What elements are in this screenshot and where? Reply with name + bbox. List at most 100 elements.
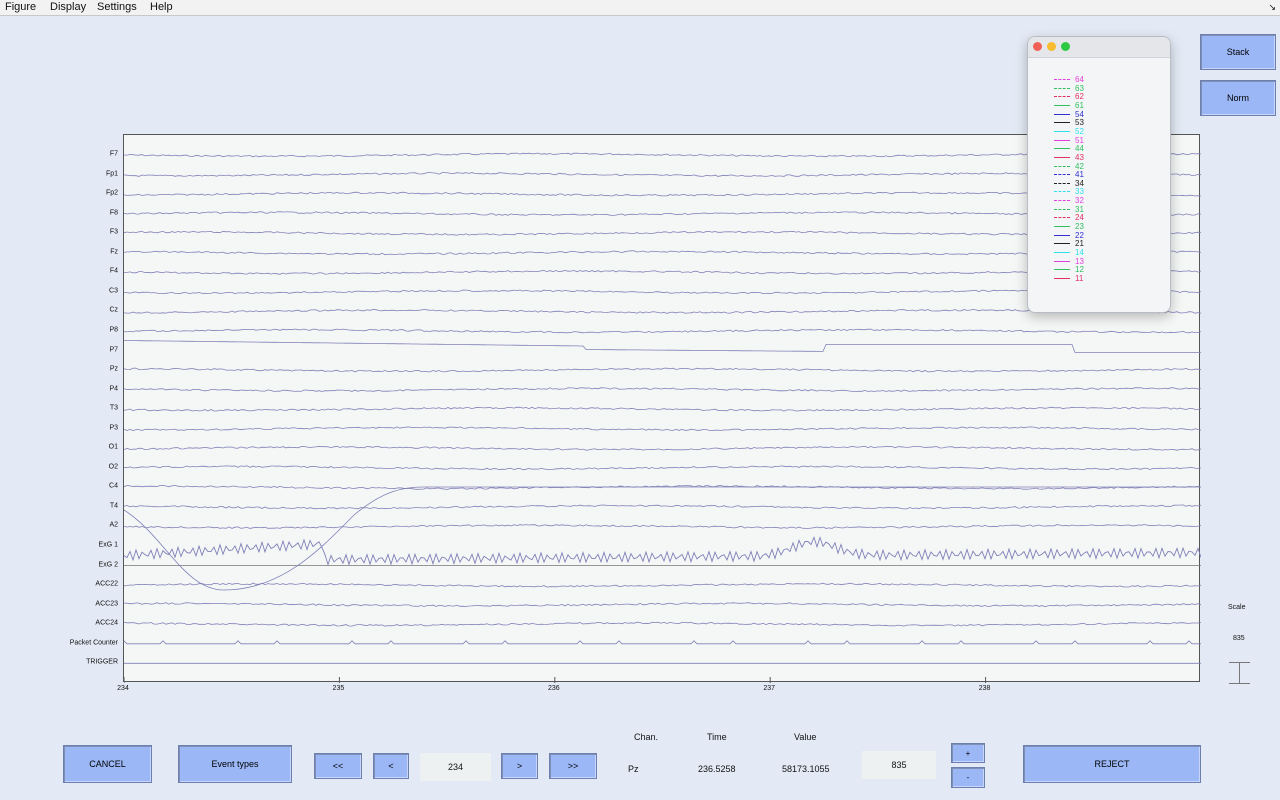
legend-swatch [1054,156,1070,158]
scale-plus-button[interactable]: + [951,743,985,763]
legend-swatch [1054,96,1070,98]
legend-label: 42 [1075,161,1084,171]
channel-trace [124,367,1201,373]
channel-label: ExG 2 [98,561,118,569]
legend-label: 32 [1075,196,1084,206]
legend-swatch [1054,200,1070,202]
legend-swatch [1054,148,1070,150]
channel-label: ACC24 [95,619,118,627]
channel-label: T3 [109,404,118,412]
close-icon[interactable] [1033,42,1042,51]
legend-label: 63 [1075,83,1084,93]
channel-label: Pz [109,365,118,373]
menu-figure[interactable]: Figure [5,1,37,13]
legend-label: 31 [1075,204,1084,214]
legend-label: 14 [1075,248,1084,257]
position-input[interactable]: 234 [420,753,491,781]
legend-label: 53 [1075,118,1084,128]
channel-label: Fp2 [105,189,118,197]
legend-label: 43 [1075,152,1084,162]
channel-label: C3 [109,287,118,295]
x-tick-label: 238 [978,685,991,692]
channel-trace [124,524,1201,529]
channel-label: A2 [109,521,118,529]
scale-bar [1229,662,1250,684]
eeg-plot-area[interactable] [123,134,1201,683]
minimize-icon[interactable] [1047,42,1056,51]
channel-label: Cz [109,306,118,314]
legend-swatch [1054,260,1070,262]
legend-label: 23 [1075,222,1084,232]
legend-swatch [1054,234,1070,236]
legend-label: 52 [1075,126,1084,136]
prev-page-button[interactable]: < [373,753,409,779]
legend-swatch [1054,277,1070,279]
channel-trace [124,269,1201,275]
channel-label: P4 [109,385,118,393]
channel-trace [124,465,1201,471]
menu-display[interactable]: Display [50,1,87,13]
last-page-button[interactable]: >> [549,753,597,779]
x-tick-label: 236 [547,685,560,692]
legend-swatch [1054,191,1070,193]
channel-label: O1 [108,443,118,451]
legend-swatch [1054,174,1070,176]
legend-label: 22 [1075,230,1084,240]
channel-label: O2 [108,463,118,471]
time-header: Time [707,732,727,742]
legend-window[interactable]: 64 63 62 61 54 53 52 51 44 43 42 41 34 33 32 31 24 23 22 21… [1027,36,1171,313]
stack-button[interactable]: Stack [1200,34,1276,70]
x-tick-label: 234 [117,685,129,692]
legend-swatch [1054,130,1070,132]
channel-trace [124,289,1201,295]
channel-trace [124,211,1201,216]
legend-swatch [1054,182,1070,184]
legend-label: 41 [1075,170,1084,180]
legend-swatch [1054,252,1070,253]
channel-label: TRIGGER [86,658,118,666]
channel-trace [124,484,1201,490]
legend-swatch [1054,139,1070,141]
legend-swatch [1054,87,1070,89]
event-types-button[interactable]: Event types [178,745,292,783]
channel-trace [124,250,1201,256]
channel-label: ACC23 [95,600,118,608]
channel-label: ACC22 [95,580,118,588]
maximize-icon[interactable] [1061,42,1070,51]
scale-minus-button[interactable]: - [951,767,985,788]
legend-swatch [1054,122,1070,124]
legend-swatch [1054,217,1070,219]
channel-label: P8 [109,326,118,334]
menu-settings[interactable]: Settings [97,1,137,13]
channel-trace [124,602,1201,608]
scale-input[interactable]: 835 [862,751,936,779]
channel-label: C4 [109,482,118,490]
legend-swatch [1054,104,1070,106]
norm-button[interactable]: Norm [1200,80,1276,116]
legend-swatch [1054,79,1070,80]
channel-label: Fp1 [105,170,118,178]
cancel-button[interactable]: CANCEL [63,745,152,783]
channel-trace [124,230,1201,236]
menu-bar: Figure Display Settings Help ↘ [0,0,1280,16]
legend-swatch [1054,226,1070,228]
reject-button[interactable]: REJECT [1023,745,1201,783]
channel-trace [124,328,1201,334]
drift-trace [124,486,1201,591]
channel-trace [124,640,1201,645]
channel-label: F7 [109,150,118,158]
menu-help[interactable]: Help [150,1,173,13]
eeg-traces [124,152,1201,683]
first-page-button[interactable]: << [314,753,362,779]
legend-titlebar[interactable] [1028,37,1170,58]
next-page-button[interactable]: > [501,753,538,779]
legend-label: 44 [1075,144,1084,154]
legend-swatch [1054,113,1070,115]
legend-swatch [1054,243,1070,245]
channel-label: F3 [109,228,118,236]
legend-label: 21 [1075,239,1084,249]
legend-label: 34 [1075,178,1084,188]
channel-label: P3 [109,424,118,432]
value-value: 58173.1055 [782,764,830,774]
resize-corner-icon[interactable]: ↘ [1268,2,1276,12]
